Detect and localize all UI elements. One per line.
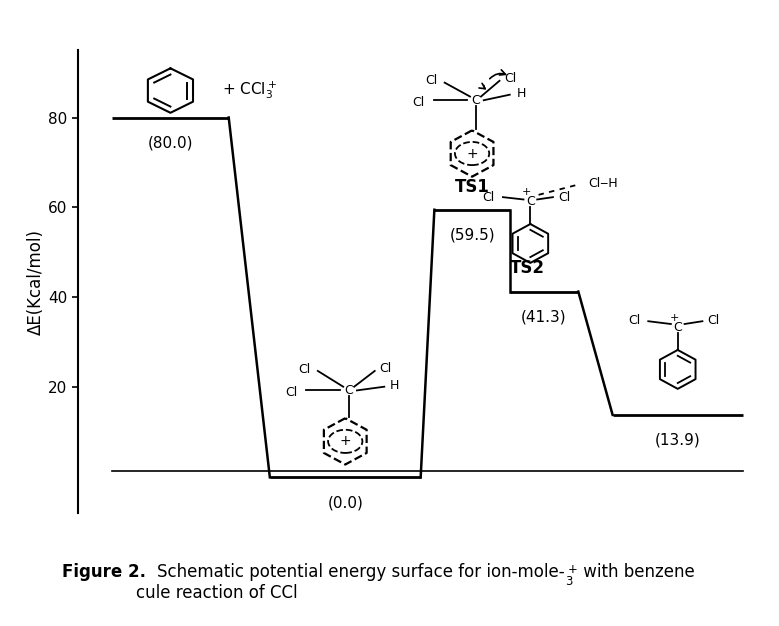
Text: +: + (670, 312, 679, 322)
Text: Cl: Cl (412, 96, 424, 109)
Text: Cl: Cl (628, 314, 640, 327)
Text: Figure 2.: Figure 2. (62, 563, 146, 582)
Text: (13.9): (13.9) (655, 433, 700, 448)
Text: Cl: Cl (482, 191, 495, 203)
Text: Cl: Cl (558, 191, 570, 203)
Text: (0.0): (0.0) (327, 495, 363, 510)
Text: +: + (340, 434, 351, 448)
Text: Cl‒H: Cl‒H (589, 177, 619, 190)
Text: Cl: Cl (285, 386, 298, 399)
Text: TS1: TS1 (455, 178, 489, 196)
Text: H: H (390, 379, 399, 393)
Text: $+$ CCl$_3^+$: $+$ CCl$_3^+$ (222, 80, 277, 101)
Text: C: C (673, 321, 682, 334)
Y-axis label: ΔE(Kcal/mol): ΔE(Kcal/mol) (27, 228, 45, 335)
Text: +: + (467, 146, 478, 160)
Text: +: + (522, 187, 531, 197)
Text: (41.3): (41.3) (521, 310, 567, 325)
Text: with benzene: with benzene (578, 563, 695, 582)
Text: $_3^+$: $_3^+$ (565, 563, 578, 588)
Text: C: C (471, 94, 480, 107)
Text: C: C (344, 384, 353, 397)
Text: Cl: Cl (298, 363, 311, 376)
Text: Schematic potential energy surface for ion-mole-
cule reaction of CCl: Schematic potential energy surface for i… (136, 563, 565, 602)
Text: Cl: Cl (379, 362, 392, 375)
Text: H: H (516, 87, 526, 100)
Text: (80.0): (80.0) (148, 136, 193, 150)
Text: C: C (526, 195, 534, 208)
Text: (59.5): (59.5) (449, 228, 495, 243)
Text: Cl: Cl (504, 71, 516, 85)
Text: TS2: TS2 (509, 259, 545, 277)
Text: Cl: Cl (425, 74, 438, 87)
Text: Cl: Cl (707, 314, 720, 327)
